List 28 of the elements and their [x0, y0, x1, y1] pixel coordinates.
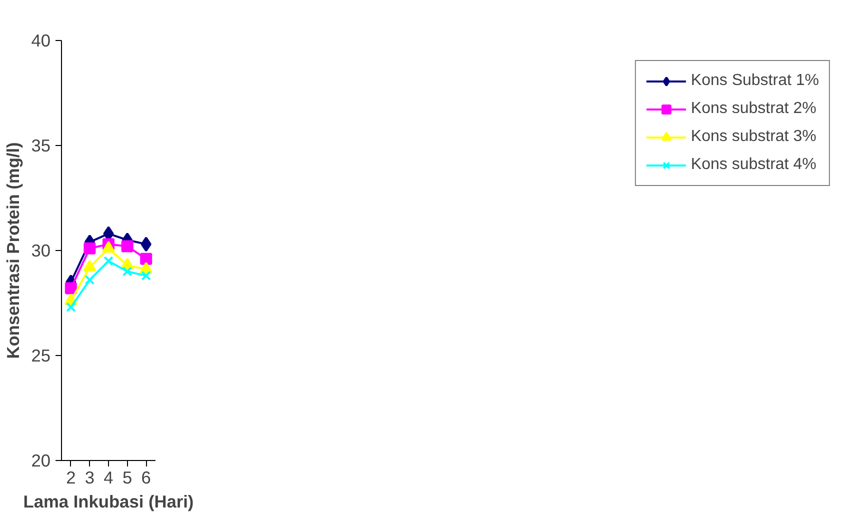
y-tick-label: 35	[31, 136, 51, 156]
point	[140, 252, 152, 265]
x-axis-title: Lama Inkubasi (Hari)	[23, 492, 194, 512]
legend-label: Kons substrat 4%	[690, 156, 816, 174]
point	[104, 256, 114, 266]
y-tick-label: 20	[31, 450, 51, 470]
x-tick-label: 3	[84, 468, 95, 488]
y-tick-label: 40	[31, 30, 51, 50]
point	[122, 266, 132, 276]
y-tick-label: 30	[31, 240, 51, 260]
point	[84, 275, 95, 285]
legend-label: Kons substrat 2%	[690, 100, 816, 118]
point	[83, 260, 96, 272]
legend-label: Kons substrat 3%	[690, 128, 816, 146]
x-tick-label: 2	[66, 468, 76, 488]
point	[102, 241, 115, 253]
point	[84, 242, 96, 254]
y-axis-title: Konsentrasi Protein (mg/l)	[3, 142, 24, 359]
point	[121, 240, 134, 252]
point	[140, 236, 152, 252]
point	[141, 270, 151, 281]
x-tick-label: 4	[104, 468, 114, 488]
point	[64, 282, 77, 294]
point	[66, 302, 76, 312]
x-tick-label: 6	[141, 468, 151, 488]
y-tick-label: 25	[31, 346, 51, 366]
legend-label: Kons Substrat 1%	[690, 72, 819, 90]
x-tick-label: 5	[122, 468, 132, 488]
